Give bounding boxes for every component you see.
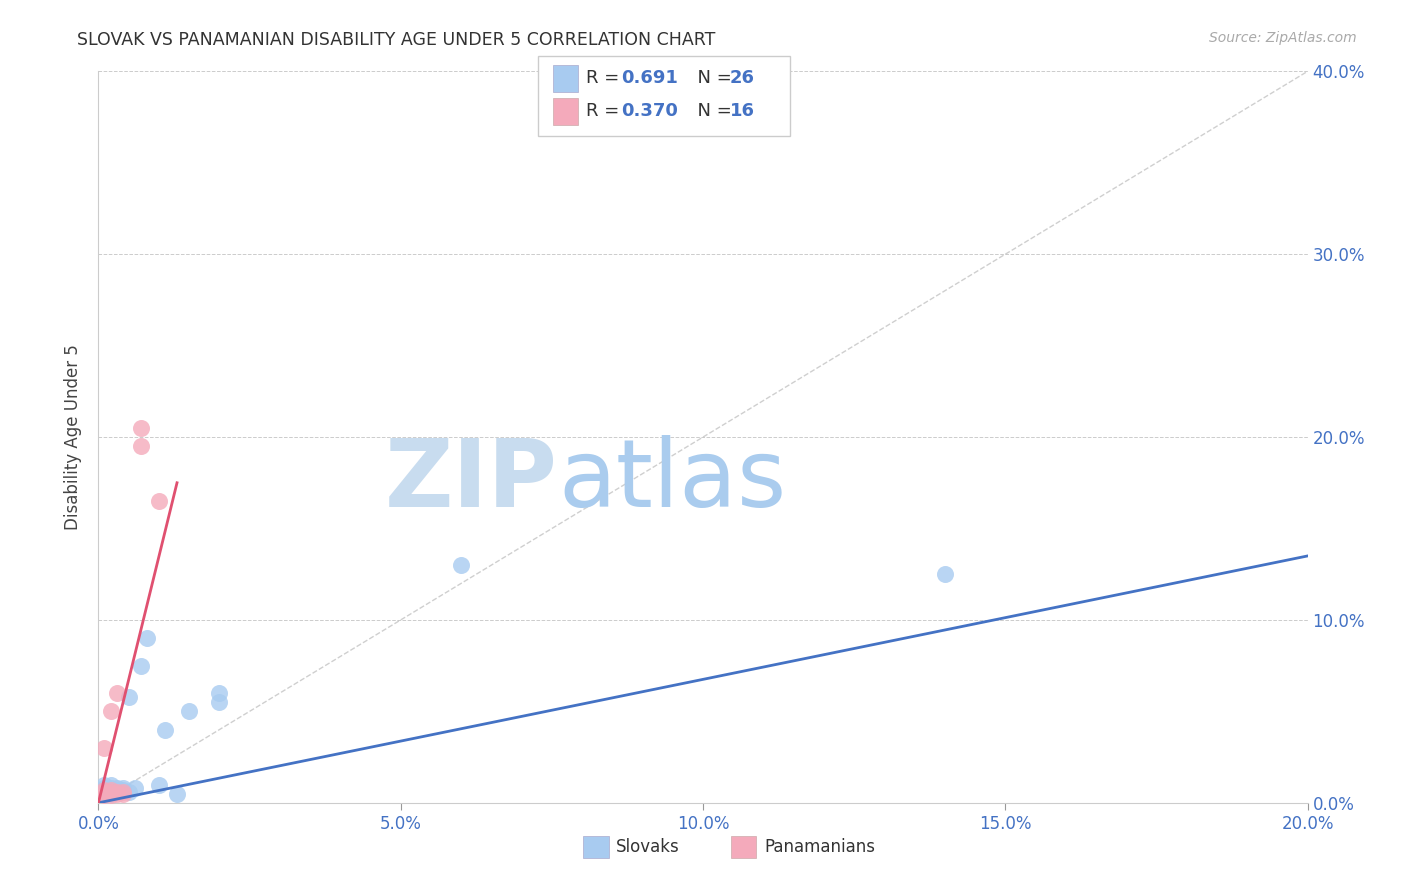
Text: 0.691: 0.691	[621, 69, 678, 87]
Text: Slovaks: Slovaks	[616, 838, 679, 856]
Point	[100, 705, 122, 719]
Point	[93, 781, 115, 796]
Point	[153, 723, 176, 737]
Text: 16: 16	[730, 103, 755, 120]
Point	[129, 421, 152, 435]
Point	[129, 439, 152, 453]
Point	[208, 695, 231, 709]
Point	[105, 781, 128, 796]
Point	[100, 783, 122, 797]
Point	[93, 787, 115, 801]
Text: 26: 26	[730, 69, 755, 87]
Point	[166, 787, 188, 801]
Text: ZIP: ZIP	[385, 435, 558, 527]
Text: N =: N =	[686, 69, 738, 87]
Point	[100, 787, 122, 801]
Point	[450, 558, 472, 573]
Point	[100, 781, 122, 796]
Text: Panamanians: Panamanians	[765, 838, 876, 856]
Point	[105, 785, 128, 799]
Point	[934, 567, 956, 582]
Point	[111, 783, 134, 797]
Text: N =: N =	[686, 103, 738, 120]
Point	[111, 787, 134, 801]
Point	[118, 785, 141, 799]
Text: 0.370: 0.370	[621, 103, 678, 120]
Point	[148, 494, 170, 508]
Text: SLOVAK VS PANAMANIAN DISABILITY AGE UNDER 5 CORRELATION CHART: SLOVAK VS PANAMANIAN DISABILITY AGE UNDE…	[77, 31, 716, 49]
Point	[100, 785, 122, 799]
Point	[93, 783, 115, 797]
Point	[100, 778, 122, 792]
Point	[111, 785, 134, 799]
Point	[93, 783, 115, 797]
Point	[208, 686, 231, 700]
Point	[100, 789, 122, 803]
Point	[93, 785, 115, 799]
Point	[100, 783, 122, 797]
Y-axis label: Disability Age Under 5: Disability Age Under 5	[65, 344, 83, 530]
Text: R =: R =	[586, 103, 626, 120]
Text: Source: ZipAtlas.com: Source: ZipAtlas.com	[1209, 31, 1357, 45]
Point	[129, 658, 152, 673]
Point	[105, 785, 128, 799]
Point	[135, 632, 157, 646]
Point	[105, 783, 128, 797]
Text: atlas: atlas	[558, 435, 786, 527]
Point	[93, 740, 115, 755]
Point	[105, 787, 128, 801]
Point	[148, 778, 170, 792]
Point	[179, 705, 201, 719]
Point	[118, 690, 141, 704]
Point	[105, 686, 128, 700]
Text: R =: R =	[586, 69, 626, 87]
Point	[111, 781, 134, 796]
Point	[93, 789, 115, 803]
Point	[124, 781, 146, 796]
Point	[93, 778, 115, 792]
